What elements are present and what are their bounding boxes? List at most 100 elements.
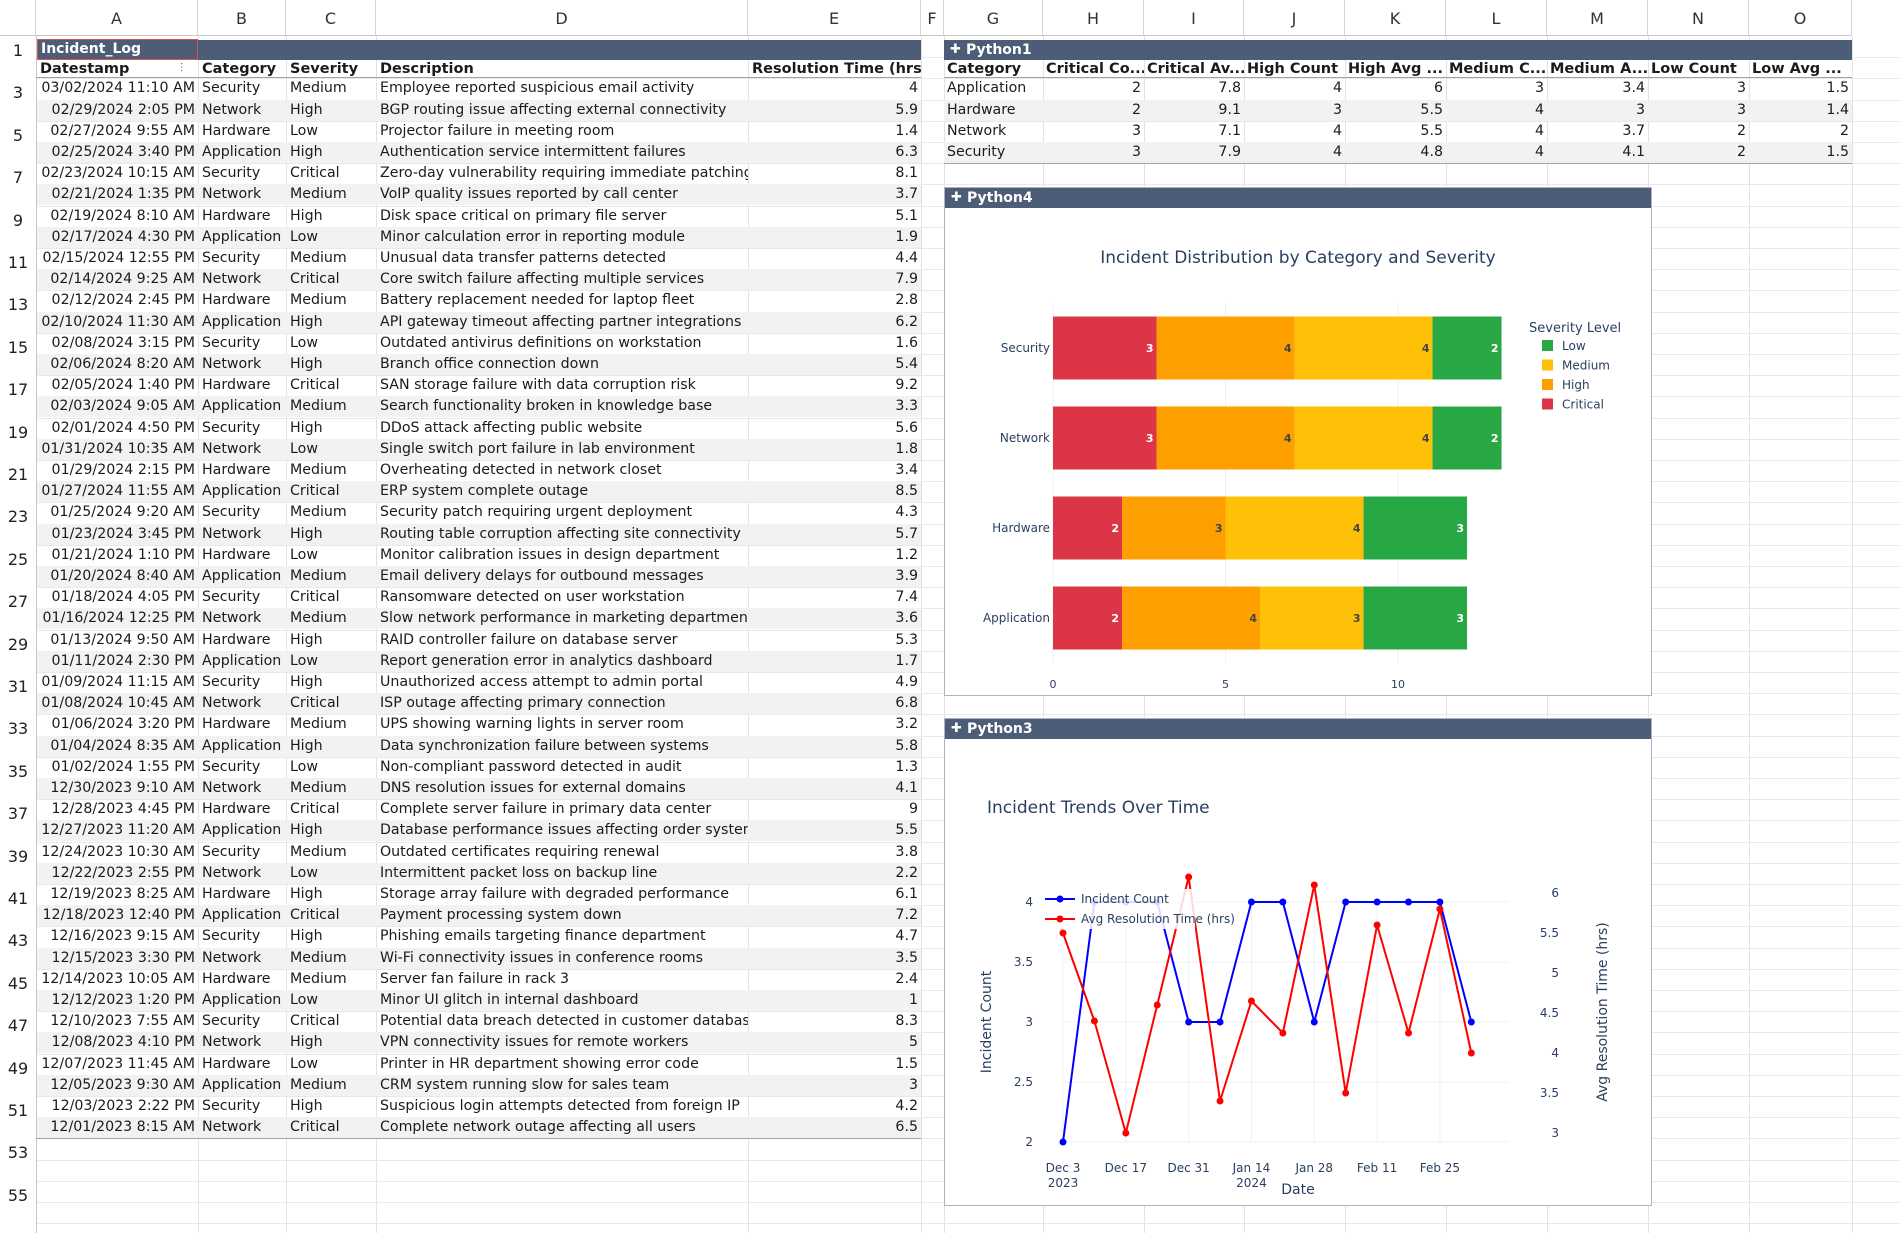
incident-cell[interactable]: 5.5 — [895, 822, 918, 839]
python3-card-header[interactable]: ✚ Python3 — [945, 719, 1651, 739]
summary-cell[interactable]: 2 — [1131, 80, 1141, 97]
summary-cell[interactable]: 4 — [1332, 80, 1342, 97]
incident-cell[interactable]: 01/18/2024 4:05 PM — [51, 589, 195, 606]
summary-col-header[interactable]: Category — [947, 61, 1022, 78]
incident-cell[interactable]: 02/05/2024 1:40 PM — [51, 377, 195, 394]
incident-cell[interactable]: Complete network outage affecting all us… — [380, 1119, 696, 1136]
incident-cell[interactable]: 12/27/2023 11:20 AM — [41, 822, 195, 839]
incident-cell[interactable]: 12/30/2023 9:10 AM — [50, 780, 195, 796]
incident-cell[interactable]: BGP routing issue affecting external con… — [380, 101, 727, 118]
incident-cell[interactable]: 01/27/2024 11:55 AM — [41, 483, 195, 500]
incident-cell[interactable]: 02/19/2024 8:10 AM — [50, 207, 195, 224]
incident-cell[interactable]: 01/25/2024 9:20 AM — [50, 504, 195, 521]
incident-cell[interactable]: Application — [202, 992, 282, 1008]
incident-cell[interactable]: ISP outage affecting primary connection — [380, 695, 666, 712]
incident-cell[interactable]: Medium — [290, 398, 347, 415]
incident-cell[interactable]: Medium — [290, 504, 347, 521]
summary-cell[interactable]: 1.5 — [1826, 80, 1849, 97]
incident-cell[interactable]: 5.9 — [895, 101, 918, 118]
incident-cell[interactable]: 12/12/2023 1:20 PM — [51, 992, 195, 1008]
incident-cell[interactable]: 2.2 — [895, 864, 918, 881]
incident-cell[interactable]: Printer in HR department showing error c… — [380, 1055, 699, 1072]
incident-cell[interactable]: Network — [202, 186, 262, 203]
incident-cell[interactable]: Critical — [290, 1013, 340, 1030]
incident-cell[interactable]: 12/18/2023 12:40 PM — [42, 907, 195, 924]
incident-cell[interactable]: Network — [202, 780, 262, 796]
incident-cell[interactable]: Hardware — [202, 631, 271, 648]
incident-cell[interactable]: Medium — [290, 250, 347, 266]
incident-cell[interactable]: Search functionality broken in knowledge… — [380, 398, 713, 415]
incident-cell[interactable]: Medium — [290, 80, 347, 97]
incident-cell[interactable]: Medium — [290, 843, 347, 860]
incident-cell[interactable]: 1.3 — [895, 758, 918, 775]
summary-col-header[interactable]: Critical Av... — [1147, 61, 1244, 78]
incident-cell[interactable]: 6.1 — [895, 886, 918, 902]
incident-cell[interactable]: 02/12/2024 2:45 PM — [51, 292, 195, 309]
summary-cell[interactable]: 1.5 — [1826, 144, 1849, 160]
incident-cell[interactable]: 12/16/2023 9:15 AM — [50, 928, 195, 945]
incident-cell[interactable]: Complete server failure in primary data … — [380, 801, 712, 818]
incident-cell[interactable]: Phishing emails targeting finance depart… — [380, 928, 706, 945]
summary-cell[interactable]: 2 — [1736, 122, 1746, 139]
incident-cell[interactable]: Outdated antivirus definitions on workst… — [380, 334, 702, 351]
incident-cell[interactable]: Medium — [290, 716, 347, 733]
incident-cell[interactable]: 01/21/2024 1:10 PM — [51, 546, 195, 563]
incident-cell[interactable]: Network — [202, 101, 262, 118]
incident-cell[interactable]: Security — [202, 674, 261, 690]
incident-col-header[interactable]: Datestamp — [40, 61, 130, 78]
incident-cell[interactable]: 01/20/2024 8:40 AM — [50, 568, 195, 584]
row-header-53[interactable]: 53 — [7, 1143, 29, 1163]
incident-cell[interactable]: Wi-Fi connectivity issues in conference … — [380, 949, 704, 966]
incident-cell[interactable]: Medium — [290, 970, 347, 987]
incident-cell[interactable]: Disk space critical on primary file serv… — [380, 207, 667, 224]
incident-cell[interactable]: High — [290, 631, 323, 648]
incident-cell[interactable]: Hardware — [202, 1055, 271, 1072]
summary-cell[interactable]: 4 — [1332, 144, 1342, 160]
incident-cell[interactable]: Network — [202, 610, 262, 627]
row-header-13[interactable]: 13 — [7, 295, 29, 315]
incident-cell[interactable]: Hardware — [202, 546, 271, 563]
incident-cell[interactable]: Medium — [290, 568, 347, 584]
incident-cell[interactable]: 4.2 — [895, 1098, 918, 1114]
incident-cell[interactable]: 9.2 — [895, 377, 918, 394]
incident-cell[interactable]: 3.8 — [895, 843, 918, 860]
incident-cell[interactable]: Security — [202, 80, 261, 97]
incident-cell[interactable]: High — [290, 1098, 323, 1114]
incident-cell[interactable]: 5.4 — [895, 356, 918, 372]
incident-cell[interactable]: Network — [202, 864, 262, 881]
incident-cell[interactable]: Security — [202, 589, 261, 606]
summary-cell[interactable]: Network — [947, 122, 1007, 139]
summary-col-header[interactable]: Low Avg ... — [1752, 61, 1842, 78]
incident-cell[interactable]: VoIP quality issues reported by call cen… — [380, 186, 678, 203]
summary-cell[interactable]: 4 — [1534, 122, 1544, 139]
row-header-3[interactable]: 3 — [12, 83, 24, 103]
column-header-g[interactable]: G — [944, 0, 1043, 36]
incident-cell[interactable]: 02/17/2024 4:30 PM — [51, 228, 195, 245]
summary-cell[interactable]: 3 — [1534, 80, 1544, 97]
incident-col-header[interactable]: Severity — [290, 61, 359, 78]
incident-cell[interactable]: High — [290, 313, 323, 330]
summary-cell[interactable]: 9.1 — [1218, 101, 1241, 118]
incident-cell[interactable]: Report generation error in analytics das… — [380, 652, 713, 669]
incident-cell[interactable]: 12/14/2023 10:05 AM — [41, 970, 195, 987]
python3-chart-card[interactable]: ✚ Python3 Incident Trends Over Time 2 2.5 3… — [944, 718, 1652, 1206]
row-header-33[interactable]: 33 — [7, 719, 29, 739]
incident-cell[interactable]: 4.7 — [895, 928, 918, 945]
row-header-27[interactable]: 27 — [7, 592, 29, 612]
incident-cell[interactable]: 3.7 — [895, 186, 918, 203]
incident-cell[interactable]: DDoS attack affecting public website — [380, 419, 643, 436]
incident-cell[interactable]: High — [290, 886, 323, 902]
column-header-l[interactable]: L — [1446, 0, 1547, 36]
incident-cell[interactable]: 01/31/2024 10:35 AM — [41, 440, 195, 457]
incident-cell[interactable]: 1.4 — [895, 122, 918, 139]
incident-col-header[interactable]: Category — [202, 61, 277, 78]
incident-cell[interactable]: 12/28/2023 4:45 PM — [51, 801, 195, 818]
incident-cell[interactable]: DNS resolution issues for external domai… — [380, 780, 686, 796]
incident-cell[interactable]: Network — [202, 949, 262, 966]
column-header-k[interactable]: K — [1345, 0, 1446, 36]
row-header-47[interactable]: 47 — [7, 1016, 29, 1036]
incident-cell[interactable]: 4.9 — [895, 674, 918, 690]
summary-cell[interactable]: 7.8 — [1218, 80, 1241, 97]
incident-cell[interactable]: Network — [202, 440, 262, 457]
incident-cell[interactable]: Application — [202, 228, 282, 245]
